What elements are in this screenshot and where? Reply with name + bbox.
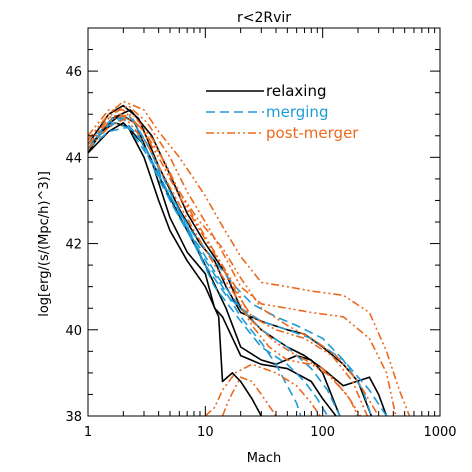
x-tick-label: 1000 xyxy=(423,425,456,440)
legend-label-post-merger: post-merger xyxy=(266,124,359,142)
series-line-post-merger-11 xyxy=(88,100,411,416)
y-tick-label: 42 xyxy=(65,238,82,253)
series-line-merging-7 xyxy=(88,117,329,416)
y-axis-label: log[erg/(s/(Mpc/h)^3)] xyxy=(37,171,52,317)
y-tick-label: 38 xyxy=(65,410,82,425)
x-axis-label: Mach xyxy=(247,451,282,466)
series-line-post-merger-14 xyxy=(88,113,369,416)
series-layer xyxy=(88,100,411,416)
series-line-post-merger-13 xyxy=(88,109,380,416)
x-tick-label: 1 xyxy=(84,425,92,440)
series-line-post-merger-15 xyxy=(88,113,362,416)
series-line-post-merger-18 xyxy=(221,376,277,416)
legend-label-merging: merging xyxy=(266,103,328,121)
y-tick-label: 46 xyxy=(65,65,82,80)
legend-label-relaxing: relaxing xyxy=(266,82,327,100)
x-tick-label: 10 xyxy=(197,425,214,440)
y-tick-label: 40 xyxy=(65,324,82,339)
chart-title: r<2Rvir xyxy=(237,10,291,26)
series-line-post-merger-16 xyxy=(88,117,359,416)
series-line-merging-8 xyxy=(88,117,302,416)
y-tick-label: 44 xyxy=(65,151,82,166)
series-line-relaxing-2 xyxy=(88,113,337,416)
series-line-post-merger-12 xyxy=(88,104,397,416)
ticks-layer: 1 10 100 1000 38 40 42 44 46 xyxy=(65,27,457,440)
legend: relaxing merging post-merger xyxy=(206,82,359,142)
x-tick-label: 100 xyxy=(310,425,335,440)
